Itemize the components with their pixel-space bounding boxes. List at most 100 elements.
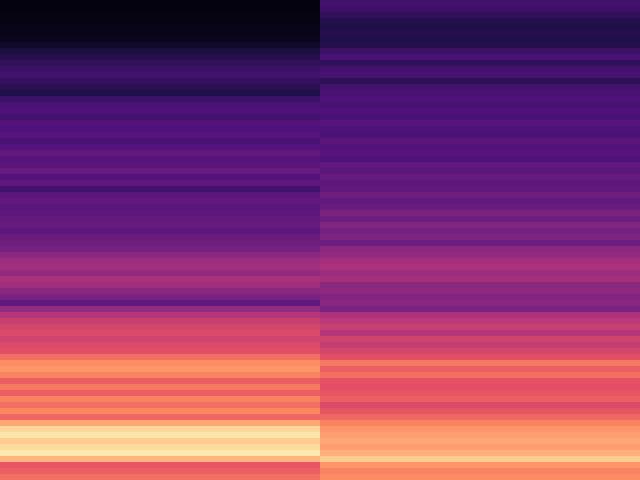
- cell: [0, 312, 321, 319]
- cell: [0, 408, 321, 415]
- cell: [0, 390, 321, 397]
- cell: [320, 24, 640, 31]
- cell: [320, 306, 640, 313]
- cell: [320, 156, 640, 163]
- cell: [320, 258, 640, 265]
- cell: [320, 270, 640, 277]
- cell: [320, 396, 640, 403]
- cell: [0, 372, 321, 379]
- cell: [0, 252, 321, 259]
- cell: [0, 48, 321, 55]
- cell: [320, 66, 640, 73]
- cell: [0, 138, 321, 145]
- cell: [320, 90, 640, 97]
- cell: [0, 444, 321, 451]
- cell: [320, 210, 640, 217]
- cell: [320, 102, 640, 109]
- cell: [320, 366, 640, 373]
- cell: [0, 402, 321, 409]
- cell: [320, 114, 640, 121]
- cell: [0, 156, 321, 163]
- cell: [320, 426, 640, 433]
- cell: [320, 234, 640, 241]
- cell: [0, 396, 321, 403]
- cell: [0, 72, 321, 79]
- cell: [0, 12, 321, 19]
- cell: [0, 132, 321, 139]
- cell: [0, 90, 321, 97]
- cell: [0, 450, 321, 457]
- cell: [320, 216, 640, 223]
- cell: [320, 312, 640, 319]
- cell: [0, 426, 321, 433]
- cell: [320, 72, 640, 79]
- cell: [0, 180, 321, 187]
- cell: [320, 6, 640, 13]
- cell: [0, 306, 321, 313]
- cell: [0, 318, 321, 325]
- cell: [320, 78, 640, 85]
- cell: [320, 12, 640, 19]
- cell: [320, 354, 640, 361]
- cell: [0, 420, 321, 427]
- cell: [0, 366, 321, 373]
- cell: [0, 432, 321, 439]
- cell: [0, 210, 321, 217]
- cell: [0, 108, 321, 115]
- cell: [0, 114, 321, 121]
- cell: [320, 390, 640, 397]
- cell: [0, 300, 321, 307]
- cell: [320, 144, 640, 151]
- cell: [0, 84, 321, 91]
- cell: [320, 342, 640, 349]
- cell: [0, 18, 321, 25]
- cell: [320, 282, 640, 289]
- cell: [0, 36, 321, 43]
- cell: [0, 330, 321, 337]
- cell: [320, 18, 640, 25]
- cell: [0, 78, 321, 85]
- cell: [320, 186, 640, 193]
- cell: [320, 0, 640, 7]
- cell: [0, 6, 321, 13]
- cell: [320, 372, 640, 379]
- cell: [320, 432, 640, 439]
- cell: [0, 468, 321, 475]
- cell: [0, 276, 321, 283]
- cell: [0, 162, 321, 169]
- cell: [0, 438, 321, 445]
- cell: [320, 318, 640, 325]
- cell: [0, 54, 321, 61]
- cell: [320, 264, 640, 271]
- cell: [0, 96, 321, 103]
- cell: [0, 42, 321, 49]
- cell: [320, 444, 640, 451]
- cell: [0, 228, 321, 235]
- cell: [0, 192, 321, 199]
- cell: [0, 348, 321, 355]
- cell: [320, 162, 640, 169]
- cell: [320, 348, 640, 355]
- cell: [0, 120, 321, 127]
- cell: [0, 288, 321, 295]
- cell: [320, 222, 640, 229]
- cell: [0, 234, 321, 241]
- cell: [320, 192, 640, 199]
- cell: [320, 150, 640, 157]
- cell: [320, 120, 640, 127]
- cell: [0, 462, 321, 469]
- cell: [320, 48, 640, 55]
- cell: [0, 240, 321, 247]
- cell: [320, 246, 640, 253]
- cell: [0, 198, 321, 205]
- cell: [0, 378, 321, 385]
- cell: [320, 468, 640, 475]
- cell: [320, 294, 640, 301]
- cell: [320, 252, 640, 259]
- cell: [320, 174, 640, 181]
- cell: [320, 126, 640, 133]
- cell: [320, 228, 640, 235]
- cell: [0, 24, 321, 31]
- cell: [0, 60, 321, 67]
- cell: [0, 294, 321, 301]
